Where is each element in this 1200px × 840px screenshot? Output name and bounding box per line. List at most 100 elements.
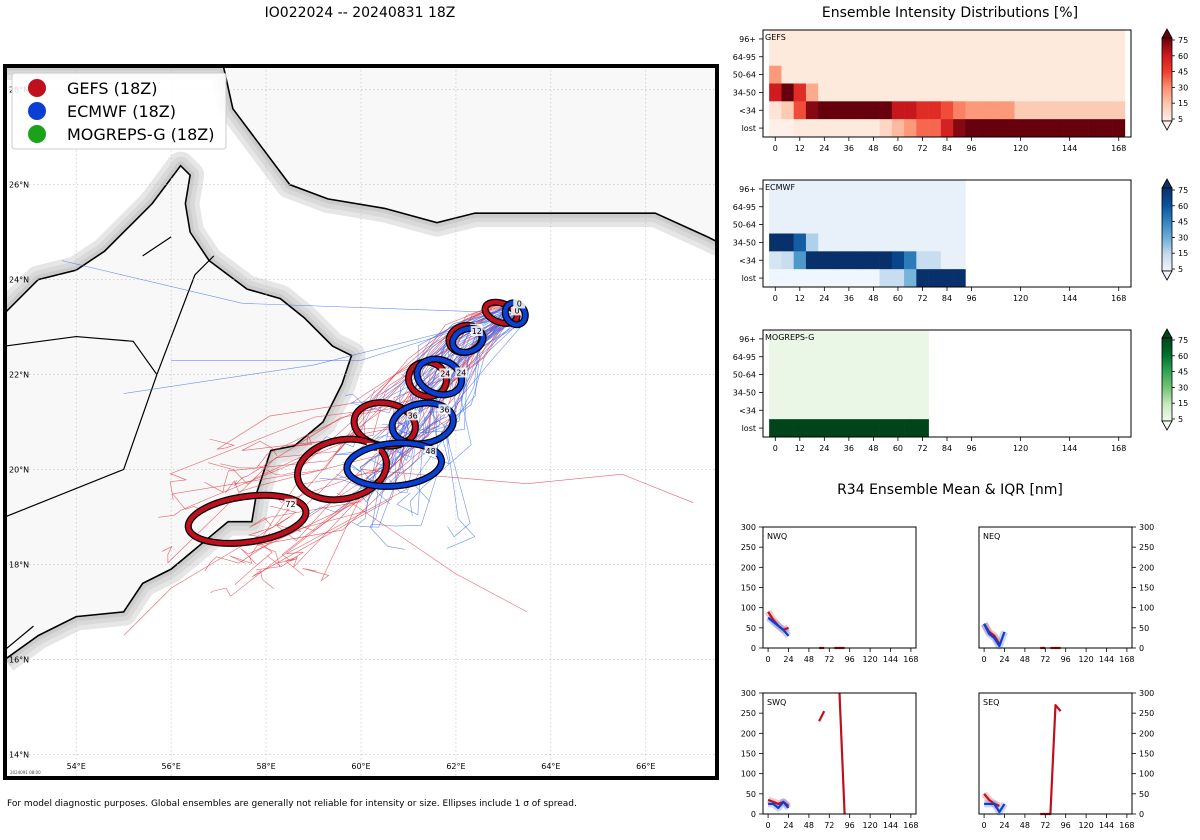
legend-marker-2 — [28, 125, 46, 143]
r34-x-label: 168 — [903, 655, 918, 664]
heat-row-label: 64-95 — [733, 53, 756, 62]
heat-cell — [842, 251, 856, 270]
heat-cell — [891, 215, 905, 234]
heat-cell — [916, 197, 929, 216]
heat-cell — [1112, 83, 1126, 102]
page-title: IO022024 -- 20240831 18Z — [264, 5, 456, 21]
heat-cell — [965, 83, 978, 102]
heat-cell — [1112, 101, 1126, 120]
colorbar-bottom-cap — [1161, 270, 1173, 281]
heat-cell — [989, 47, 1003, 66]
r34-y-label: 250 — [1139, 543, 1154, 552]
heat-x-label: 72 — [917, 444, 927, 453]
heat-cell — [1039, 83, 1052, 102]
r34-panel-nwq: NWQ 0 50 100 150 200 250 300 0 24 48 72 96 120 144 168 — [741, 523, 919, 664]
heat-cell — [953, 233, 966, 252]
heat-cell — [769, 233, 782, 252]
heat-cell — [940, 101, 954, 120]
r34-mean-line — [1040, 704, 1062, 816]
heat-cell — [1088, 83, 1101, 102]
heat-cell — [879, 401, 893, 420]
heat-x-label: 72 — [917, 294, 927, 303]
heat-cell — [769, 119, 782, 138]
heat-cell — [805, 347, 819, 366]
r34-y-label: 300 — [741, 689, 756, 698]
r34-y-label: 250 — [741, 709, 756, 718]
heat-cell — [781, 119, 794, 138]
heat-cell — [842, 215, 856, 234]
heat-cell — [916, 83, 929, 102]
map-stamp: 2024091 08:00 — [10, 770, 41, 775]
r34-panel-seq: SEQ 0 50 100 150 200 250 300 0 24 48 72 96 120 144 168 — [978, 689, 1154, 830]
heat-cell — [769, 383, 782, 402]
heat-cell — [805, 83, 819, 102]
heat-cell — [1002, 30, 1015, 49]
heat-cell — [879, 101, 893, 120]
heat-cell — [989, 65, 1003, 84]
r34-x-label: 72 — [1040, 655, 1050, 664]
ecmwf-ellipse-hour-bg — [470, 326, 483, 337]
heat-x-label: 48 — [868, 294, 878, 303]
heat-cell — [793, 215, 807, 234]
heat-x-label: 0 — [773, 294, 778, 303]
heat-cell — [1100, 83, 1113, 102]
heat-cell — [818, 47, 831, 66]
heat-cell — [842, 30, 856, 49]
heat-cell — [769, 269, 782, 288]
heat-cell — [989, 30, 1003, 49]
r34-quadrant-label: NWQ — [767, 532, 787, 541]
heat-x-label: 168 — [1111, 294, 1126, 303]
heat-cell — [1100, 101, 1113, 120]
lat-tick-label: 14°N — [9, 750, 29, 759]
heat-cell — [953, 83, 966, 102]
heat-cell — [916, 101, 929, 120]
heat-cell — [891, 419, 905, 438]
heat-cell — [793, 65, 807, 84]
ecmwf-ellipse-hour-label: 24 — [456, 368, 466, 377]
heat-cell — [891, 47, 905, 66]
r34-x-label: 96 — [1061, 821, 1071, 830]
heat-cell — [842, 365, 856, 384]
heat-cell — [867, 197, 880, 216]
iran-pakistan-land — [5, 66, 717, 243]
lon-tick-label: 58°E — [256, 762, 275, 771]
heat-cell — [977, 65, 991, 84]
heat-cell — [805, 330, 819, 349]
heat-cell — [1063, 83, 1077, 102]
heat-cell — [818, 365, 831, 384]
heat-cell — [830, 197, 844, 216]
r34-x-label: 72 — [1040, 821, 1050, 830]
heat-cell — [842, 269, 856, 288]
gefs-outlier-track — [360, 469, 694, 503]
heat-cell — [891, 197, 905, 216]
heat-cell — [842, 233, 856, 252]
country-border-2 — [5, 625, 34, 651]
r34-y-label: 50 — [746, 624, 756, 633]
heat-cell — [818, 101, 831, 120]
heat-cell — [769, 215, 782, 234]
heat-row-label: 64-95 — [733, 203, 756, 212]
r34-y-label: 200 — [1139, 729, 1154, 738]
heat-cell — [1112, 65, 1126, 84]
heat-cell — [855, 47, 868, 66]
r34-y-label: 50 — [1139, 624, 1149, 633]
gefs-member-track — [295, 305, 507, 447]
ecmwf-outlier-track — [123, 317, 504, 394]
heat-cell — [867, 65, 880, 84]
colorbar-label: 75 — [1178, 36, 1188, 45]
heat-x-label: 24 — [819, 144, 829, 153]
r34-x-label: 96 — [845, 655, 855, 664]
heat-cell — [818, 215, 831, 234]
heat-cell — [916, 269, 929, 288]
heat-cell — [940, 233, 954, 252]
heat-cell — [904, 30, 917, 49]
map-frame — [3, 64, 719, 780]
r34-x-label: 48 — [804, 655, 814, 664]
heat-cell — [805, 269, 819, 288]
gefs-member-track — [255, 319, 509, 571]
heat-cell — [953, 65, 966, 84]
r34-y-label: 100 — [1139, 770, 1154, 779]
heat-cell — [842, 383, 856, 402]
r34-x-label: 0 — [766, 655, 771, 664]
heat-x-label: 12 — [795, 144, 805, 153]
